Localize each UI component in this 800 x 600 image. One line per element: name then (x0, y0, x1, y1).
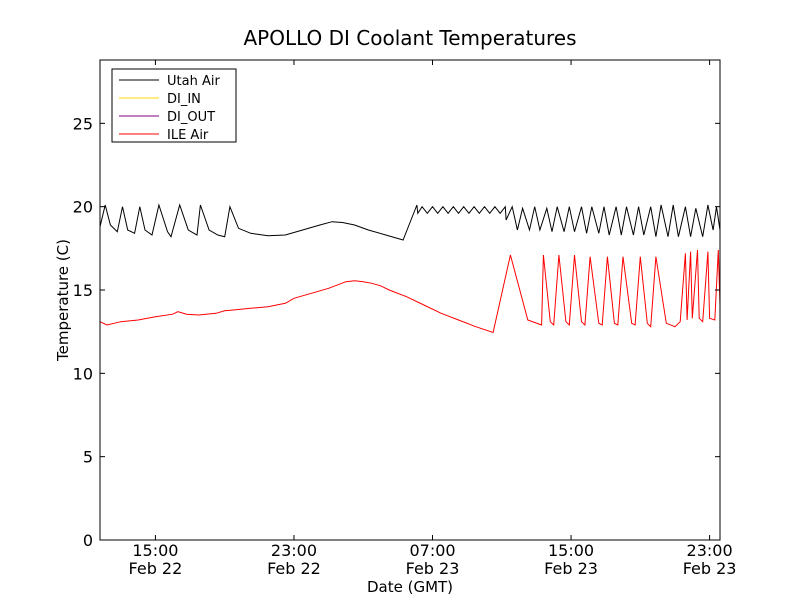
x-tick-sublabel: Feb 23 (544, 559, 598, 578)
chart-title: APOLLO DI Coolant Temperatures (243, 26, 576, 50)
y-tick-label: 20 (73, 198, 93, 217)
y-tick-label: 25 (73, 114, 93, 133)
y-tick-label: 0 (83, 531, 93, 550)
x-tick-label: 23:00 (687, 541, 733, 560)
x-tick-sublabel: Feb 23 (406, 559, 460, 578)
legend-label-di-out: DI_OUT (167, 110, 215, 125)
x-tick-sublabel: Feb 23 (683, 559, 737, 578)
legend-label-ile-air: ILE Air (167, 128, 209, 143)
y-axis-label: Temperature (C) (54, 239, 72, 362)
x-tick-label: 15:00 (132, 541, 178, 560)
x-tick-label: 23:00 (271, 541, 317, 560)
legend-box (111, 68, 237, 143)
x-axis-label: Date (GMT) (367, 578, 453, 596)
legend-label-di-in: DI_IN (167, 92, 201, 107)
series-line-ile-air (99, 249, 721, 334)
x-tick-label: 15:00 (548, 541, 594, 560)
series-line-utah-air (99, 203, 721, 241)
x-tick-sublabel: Feb 22 (129, 559, 183, 578)
legend: Utah Air DI_IN DI_OUT ILE Air (111, 68, 237, 143)
legend-label-utah-air: Utah Air (167, 74, 220, 89)
y-tick-label: 15 (73, 281, 93, 300)
x-tick-sublabel: Feb 22 (267, 559, 321, 578)
y-tick-label: 10 (73, 364, 93, 383)
plot-frame (99, 59, 721, 541)
y-tick-label: 5 (83, 448, 93, 467)
x-tick-label: 07:00 (409, 541, 455, 560)
series-layer (99, 203, 721, 334)
